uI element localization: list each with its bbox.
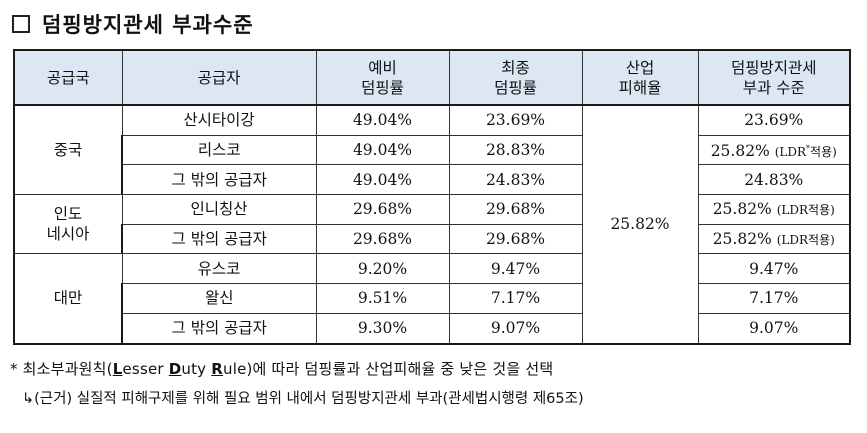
header-supplier: 공급자	[121, 49, 317, 106]
table-row: 왈신 9.51% 7.17% 7.17%	[14, 283, 851, 314]
section-title: 덤핑방지관세 부과수준	[12, 6, 254, 42]
duty-cell: 25.82% (LDR적용)	[697, 223, 851, 255]
duty-cell: 23.69%	[697, 104, 851, 136]
duty-cell: 25.82% (LDR적용)	[697, 194, 851, 225]
duty-cell: 25.82% (LDR*적용)	[697, 134, 851, 166]
supplier-cell: 유스코	[121, 253, 317, 285]
final-cell: 9.47%	[448, 253, 583, 285]
final-cell: 7.17%	[448, 283, 583, 314]
prelim-cell: 9.51%	[315, 283, 450, 314]
header-duty: 덤핑방지관세 부과 수준	[697, 49, 851, 106]
duty-cell: 7.17%	[697, 283, 851, 314]
footnote-legal-basis: ↳(근거) 실질적 피해구제를 위해 필요 범위 내에서 덤핑방지관세 부과(관…	[22, 391, 584, 407]
footnotes: * 최소부과원칙(Lesser Duty Rule)에 따라 덤핑률과 산업피해…	[10, 354, 584, 414]
duty-cell: 9.47%	[697, 253, 851, 285]
table-header-row: 공급국 공급자 예비 덤핑률 최종 덤핑률 산업 피해율 덤핑방지관세 부과 수준	[13, 49, 851, 106]
prelim-cell: 9.20%	[315, 253, 450, 285]
prelim-cell: 29.68%	[315, 194, 450, 225]
final-cell: 29.68%	[448, 194, 583, 225]
header-injury: 산업 피해율	[581, 49, 699, 106]
header-prelim: 예비 덤핑률	[315, 49, 450, 106]
prelim-cell: 9.30%	[315, 312, 450, 345]
final-cell: 28.83%	[448, 134, 583, 166]
final-cell: 24.83%	[448, 164, 583, 196]
duty-cell: 9.07%	[697, 312, 851, 345]
supplier-cell: 산시타이강	[121, 104, 317, 136]
table-row: 그 밖의 공급자 49.04% 24.83% 24.83%	[14, 164, 851, 196]
table-row: 중국 산시타이강 49.04% 23.69% 25.82% 23.69%	[13, 104, 851, 345]
country-cell-indonesia: 인도 네시아	[13, 194, 123, 255]
title-text: 덤핑방지관세 부과수준	[42, 13, 254, 37]
final-cell: 29.68%	[448, 223, 583, 255]
ldr-note: (LDR적용)	[776, 202, 835, 217]
supplier-cell: 인니칭산	[121, 194, 317, 225]
final-cell: 23.69%	[448, 104, 583, 136]
footnote-lesser-duty-rule: * 최소부과원칙(Lesser Duty Rule)에 따라 덤핑률과 산업피해…	[10, 360, 554, 378]
table-row: 대만 유스코 9.20% 9.47% 9.47%	[13, 253, 851, 345]
supplier-cell: 그 밖의 공급자	[121, 164, 317, 196]
injury-margin-cell: 25.82%	[581, 104, 699, 345]
ldr-note: (LDR적용)	[776, 232, 835, 247]
table-row: 그 밖의 공급자 29.68% 29.68% 25.82% (LDR적용)	[14, 223, 851, 255]
supplier-cell: 왈신	[121, 283, 317, 314]
table-row: 인도 네시아 인니칭산 29.68% 29.68% 25.82% (LDR적용)	[13, 194, 851, 255]
country-cell-china: 중국	[13, 104, 123, 196]
duty-table: 공급국 공급자 예비 덤핑률 최종 덤핑률 산업 피해율 덤핑방지관세 부과 수준 중국…	[13, 49, 851, 345]
final-cell: 9.07%	[448, 312, 583, 345]
header-final: 최종 덤핑률	[448, 49, 583, 106]
header-country: 공급국	[13, 49, 123, 106]
prelim-cell: 49.04%	[315, 104, 450, 136]
country-cell-taiwan: 대만	[13, 253, 123, 345]
table-row: 리스코 49.04% 28.83% 25.82% (LDR*적용)	[14, 134, 851, 166]
duty-cell: 24.83%	[697, 164, 851, 196]
ldr-note: (LDR*적용)	[774, 143, 837, 159]
table-row: 그 밖의 공급자 9.30% 9.07% 9.07%	[14, 312, 851, 345]
checkbox-square-icon	[12, 15, 30, 33]
prelim-cell: 29.68%	[315, 223, 450, 255]
supplier-cell: 그 밖의 공급자	[121, 223, 317, 255]
prelim-cell: 49.04%	[315, 134, 450, 166]
supplier-cell: 리스코	[121, 134, 317, 166]
prelim-cell: 49.04%	[315, 164, 450, 196]
supplier-cell: 그 밖의 공급자	[121, 312, 317, 345]
